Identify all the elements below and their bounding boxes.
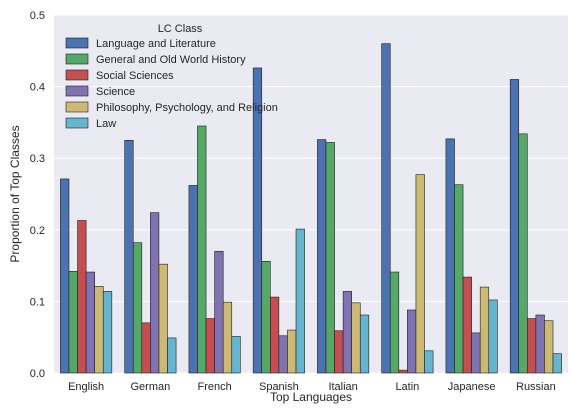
x-tick-label: Japanese [448, 381, 496, 393]
y-tick-label: 0.5 [30, 10, 45, 22]
bar [552, 353, 562, 374]
x-tick-label: Russian [516, 381, 556, 393]
legend-swatch [65, 69, 89, 81]
x-axis-label: Top Languages [270, 390, 352, 404]
bar [60, 178, 70, 374]
bar [252, 67, 263, 374]
legend-swatch [65, 101, 89, 113]
legend-label: Philosophy, Psychology, and Religion [96, 102, 278, 114]
y-axis-label: Proportion of Top Classes [8, 125, 22, 262]
bar [94, 286, 104, 374]
bar [214, 250, 224, 374]
bar [325, 142, 335, 374]
legend-title: LC Class [158, 23, 203, 35]
y-tick-labels: 0.0 0.1 0.2 0.3 0.4 0.5 [30, 10, 45, 380]
bar [278, 335, 288, 374]
legend-label: General and Old World History [96, 54, 246, 66]
bar [68, 271, 78, 374]
legend-label: Social Sciences [96, 70, 174, 82]
legend: LC Class Language and Literature General … [65, 23, 278, 130]
bar [132, 242, 143, 374]
x-tick-label: German [131, 381, 171, 393]
bar [205, 318, 215, 374]
bar [231, 336, 241, 374]
bar [359, 314, 370, 374]
y-tick-label: 0.4 [30, 82, 45, 94]
bar [509, 79, 520, 374]
legend-items: Language and Literature General and Old W… [65, 37, 278, 130]
bar [471, 332, 481, 374]
bar [287, 329, 297, 374]
bar [270, 296, 280, 374]
bar [454, 184, 464, 374]
bar [197, 125, 207, 374]
x-tick-label: Spanish [259, 381, 299, 393]
bar [488, 299, 498, 374]
bar [158, 263, 168, 374]
y-tick-label: 0.1 [30, 296, 45, 308]
bar [188, 185, 198, 374]
bar [334, 330, 344, 374]
legend-swatch [65, 85, 89, 97]
bar [415, 174, 425, 374]
x-tick-label: Italian [328, 381, 357, 393]
bar [535, 314, 545, 374]
bar [102, 291, 113, 374]
bar [445, 138, 455, 374]
bar [317, 139, 327, 374]
legend-swatch [65, 53, 89, 65]
bar [479, 286, 490, 374]
legend-label: Language and Literature [96, 38, 216, 50]
legend-swatch [65, 117, 89, 129]
bar [261, 260, 271, 374]
bar [518, 133, 528, 374]
legend-label: Law [96, 118, 116, 130]
bar [85, 271, 95, 374]
y-tick-label: 0.2 [30, 225, 45, 237]
bar [407, 309, 417, 374]
bars [60, 43, 562, 374]
legend-label: Science [96, 86, 135, 98]
bar [381, 43, 391, 374]
bar [167, 337, 177, 374]
bar [77, 220, 87, 374]
bar [462, 276, 472, 374]
y-tick-label: 0.0 [30, 368, 45, 380]
x-tick-label: English [68, 381, 104, 393]
y-tick-label: 0.3 [30, 153, 45, 165]
legend-swatch [65, 37, 89, 49]
x-tick-label: French [198, 381, 232, 393]
bar [295, 228, 305, 374]
bar [424, 350, 434, 374]
bar [527, 318, 537, 374]
bar [351, 302, 361, 374]
bar [150, 212, 160, 374]
x-tick-label: Latin [395, 381, 419, 393]
bar [222, 301, 233, 374]
bar [141, 322, 151, 374]
bar [342, 291, 353, 374]
bar [124, 140, 134, 374]
x-tick-labels: English German French Spanish Italian Latin Ja… [68, 381, 556, 393]
bar [389, 271, 400, 374]
bar [544, 320, 554, 374]
bar [398, 369, 408, 374]
